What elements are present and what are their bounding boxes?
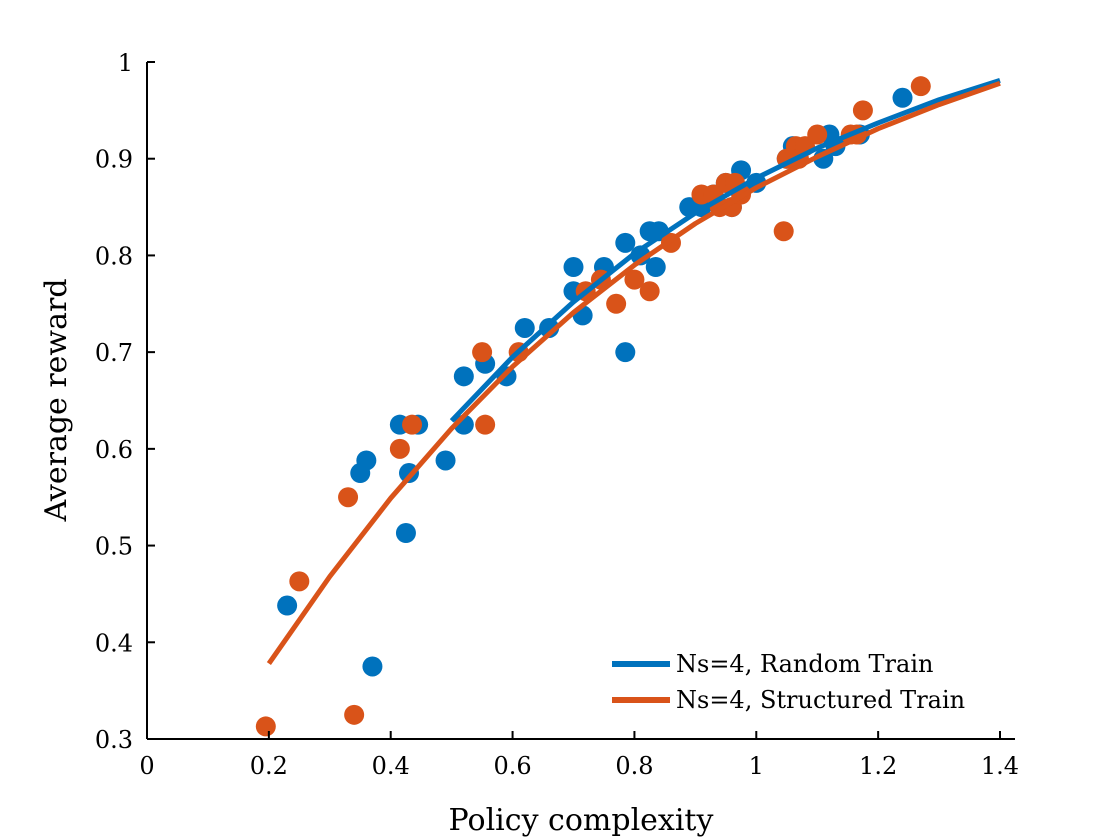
fit-line-series-2 — [266, 80, 1001, 666]
x-tick-label: 1 — [749, 752, 764, 780]
y-tick-label: 0.9 — [95, 146, 133, 174]
data-point-series-1 — [453, 366, 474, 387]
x-axis-title: Policy complexity — [449, 803, 714, 838]
data-point-series-1 — [645, 257, 666, 278]
x-tick-label: 1.2 — [859, 752, 897, 780]
x-tick-label: 0.8 — [615, 752, 653, 780]
data-point-series-1 — [435, 450, 456, 471]
data-point-series-2 — [389, 438, 410, 459]
data-point-series-1 — [615, 232, 636, 253]
data-point-series-2 — [338, 487, 359, 508]
data-point-series-2 — [852, 100, 873, 121]
data-point-series-2 — [402, 414, 423, 435]
axes — [146, 62, 1015, 740]
data-point-series-1 — [615, 342, 636, 363]
y-axis-title: Average reward — [39, 278, 74, 522]
y-tick-label: 0.5 — [95, 533, 133, 561]
data-point-series-2 — [289, 571, 310, 592]
y-tick-label: 0.8 — [95, 242, 133, 270]
data-point-series-2 — [472, 342, 493, 363]
y-tick-label: 0.3 — [95, 726, 133, 754]
legend-label-series-2: Ns=4, Structured Train — [676, 686, 965, 714]
data-point-series-2 — [624, 269, 645, 290]
data-point-series-1 — [892, 87, 913, 108]
y-ticks: 0.3 0.4 0.5 0.6 0.7 0.8 0.9 1 — [95, 49, 155, 754]
legend: Ns=4, Random Train Ns=4, Structured Train — [612, 650, 965, 714]
x-tick-label: 1.4 — [981, 752, 1019, 780]
data-point-series-2 — [910, 76, 931, 97]
x-tick-label: 0.2 — [250, 752, 288, 780]
data-point-series-2 — [344, 704, 365, 725]
data-point-series-1 — [395, 522, 416, 543]
data-point-series-1 — [277, 595, 298, 616]
x-tick-label: 0 — [139, 752, 154, 780]
y-tick-label: 1 — [118, 49, 133, 77]
x-ticks: 0 0.2 0.4 0.6 0.8 1 1.2 1.4 — [139, 731, 1019, 780]
data-point-series-1 — [362, 656, 383, 677]
data-point-series-1 — [356, 450, 377, 471]
legend-label-series-1: Ns=4, Random Train — [676, 650, 933, 678]
data-point-series-1 — [563, 257, 584, 278]
y-tick-label: 0.4 — [95, 629, 133, 657]
data-point-series-2 — [773, 221, 794, 242]
fit-lines — [266, 78, 1001, 666]
x-tick-label: 0.4 — [372, 752, 410, 780]
data-point-series-2 — [807, 124, 828, 145]
data-point-series-2 — [606, 293, 627, 314]
y-tick-label: 0.7 — [95, 339, 133, 367]
data-point-series-2 — [639, 281, 660, 302]
scatter-points — [255, 76, 931, 737]
data-point-series-2 — [255, 716, 276, 737]
data-point-series-1 — [514, 317, 535, 338]
y-tick-label: 0.6 — [95, 436, 133, 464]
fit-line-series-1 — [449, 78, 1001, 423]
data-point-series-2 — [475, 414, 496, 435]
x-tick-label: 0.6 — [493, 752, 531, 780]
